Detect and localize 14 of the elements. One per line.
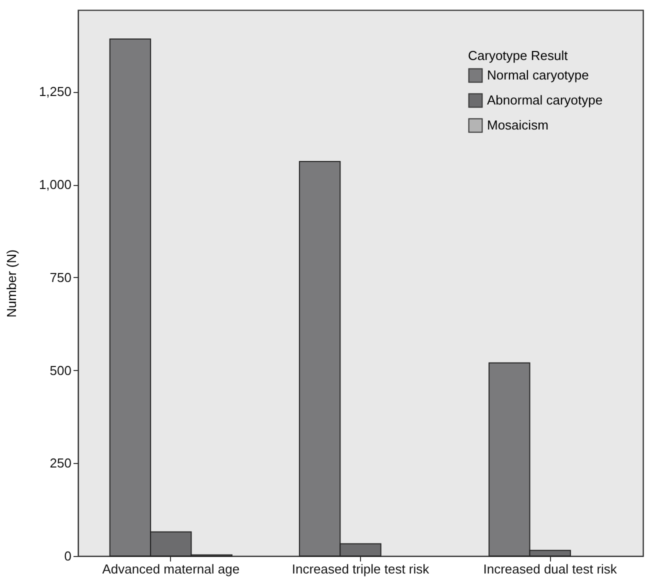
legend-label: Normal caryotype [487, 68, 589, 82]
x-tick-label: Increased triple test risk [292, 562, 430, 576]
y-tick-label: 1,250 [38, 84, 72, 100]
y-axis-title: Number (N) [4, 250, 19, 318]
legend-label: Mosaicism [487, 118, 548, 132]
x-tick-label: Advanced maternal age [102, 562, 240, 576]
y-tick-label: 1,000 [38, 177, 72, 192]
y-tick-label: 250 [50, 456, 72, 471]
y-tick-label: 500 [50, 362, 72, 378]
y-tick-label: 750 [50, 270, 72, 285]
legend-label: Abnormal caryotype [487, 92, 603, 108]
legend-title: Caryotype Result [468, 48, 568, 63]
x-tick-label: Increased dual test risk [483, 562, 618, 576]
y-tick-label: 0 [64, 548, 72, 564]
